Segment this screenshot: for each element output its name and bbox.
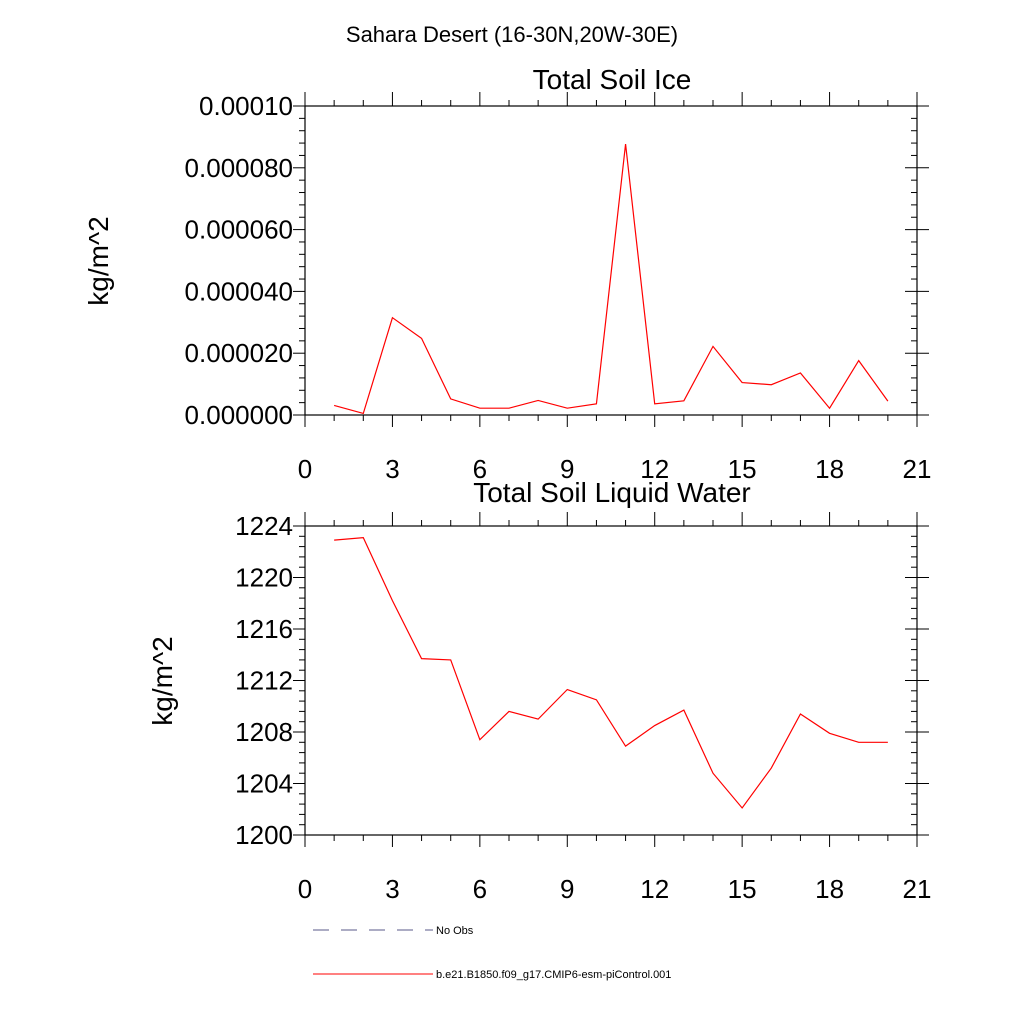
axis-ticks (293, 92, 929, 427)
x-tick-label: 9 (560, 874, 574, 904)
y-tick-label: 1200 (235, 820, 293, 850)
y-tick-label: 1220 (235, 563, 293, 593)
y-tick-label: 0.000060 (185, 215, 293, 245)
series-line (334, 536, 888, 809)
x-tick-label: 9 (560, 454, 574, 484)
panel-title: Total Soil Ice (533, 64, 692, 95)
panel-total-soil-ice: Total Soil Ice kg/m^2 0 3 6 9 12 15 18 21 0.0000… (83, 64, 931, 484)
x-tick-label: 21 (903, 454, 932, 484)
panel-total-soil-liquid-water: Total Soil Liquid Water kg/m^2 0 3 6 9 12 15 1… (147, 477, 931, 904)
x-tick-label: 6 (473, 874, 487, 904)
y-tick-label: 0.000080 (185, 153, 293, 183)
y-tick-label: 0.00010 (199, 91, 293, 121)
y-tick-label: 1204 (235, 769, 293, 799)
legend: No Obs b.e21.B1850.f09_g17.CMIP6-esm-piC… (313, 925, 671, 981)
x-tick-label: 3 (385, 874, 399, 904)
x-tick-label: 0 (298, 454, 312, 484)
x-tick-label: 12 (640, 874, 669, 904)
x-tick-label: 18 (815, 874, 844, 904)
x-tick-label: 6 (473, 454, 487, 484)
panel-title: Total Soil Liquid Water (473, 477, 751, 508)
figure-title: Sahara Desert (16-30N,20W-30E) (346, 22, 678, 47)
legend-label-model: b.e21.B1850.f09_g17.CMIP6-esm-piControl.… (436, 969, 671, 981)
y-tick-label: 1212 (235, 666, 293, 696)
y-tick-label: 1224 (235, 511, 293, 541)
y-axis-label: kg/m^2 (147, 636, 178, 725)
y-tick-label: 1216 (235, 614, 293, 644)
x-tick-label: 18 (815, 454, 844, 484)
x-tick-label: 12 (640, 454, 669, 484)
axis-ticks (293, 512, 929, 847)
x-tick-label: 15 (728, 874, 757, 904)
x-tick-label: 21 (903, 874, 932, 904)
y-axis-label: kg/m^2 (83, 216, 114, 305)
legend-label-no-obs: No Obs (436, 925, 474, 937)
y-tick-label: 1208 (235, 717, 293, 747)
y-tick-label: 0.000000 (185, 400, 293, 430)
plot-frame (304, 525, 918, 836)
y-tick-label: 0.000040 (185, 276, 293, 306)
x-tick-label: 3 (385, 454, 399, 484)
series-line (333, 143, 889, 415)
y-tick-label: 0.000020 (185, 338, 293, 368)
x-tick-label: 15 (728, 454, 757, 484)
plot-frame (304, 105, 918, 416)
x-tick-label: 0 (298, 874, 312, 904)
